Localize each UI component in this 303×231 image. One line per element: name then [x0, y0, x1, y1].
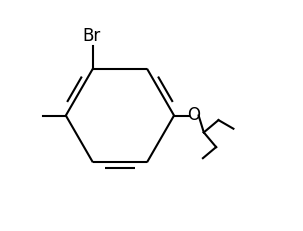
Text: O: O	[187, 106, 200, 125]
Text: Br: Br	[83, 27, 101, 45]
